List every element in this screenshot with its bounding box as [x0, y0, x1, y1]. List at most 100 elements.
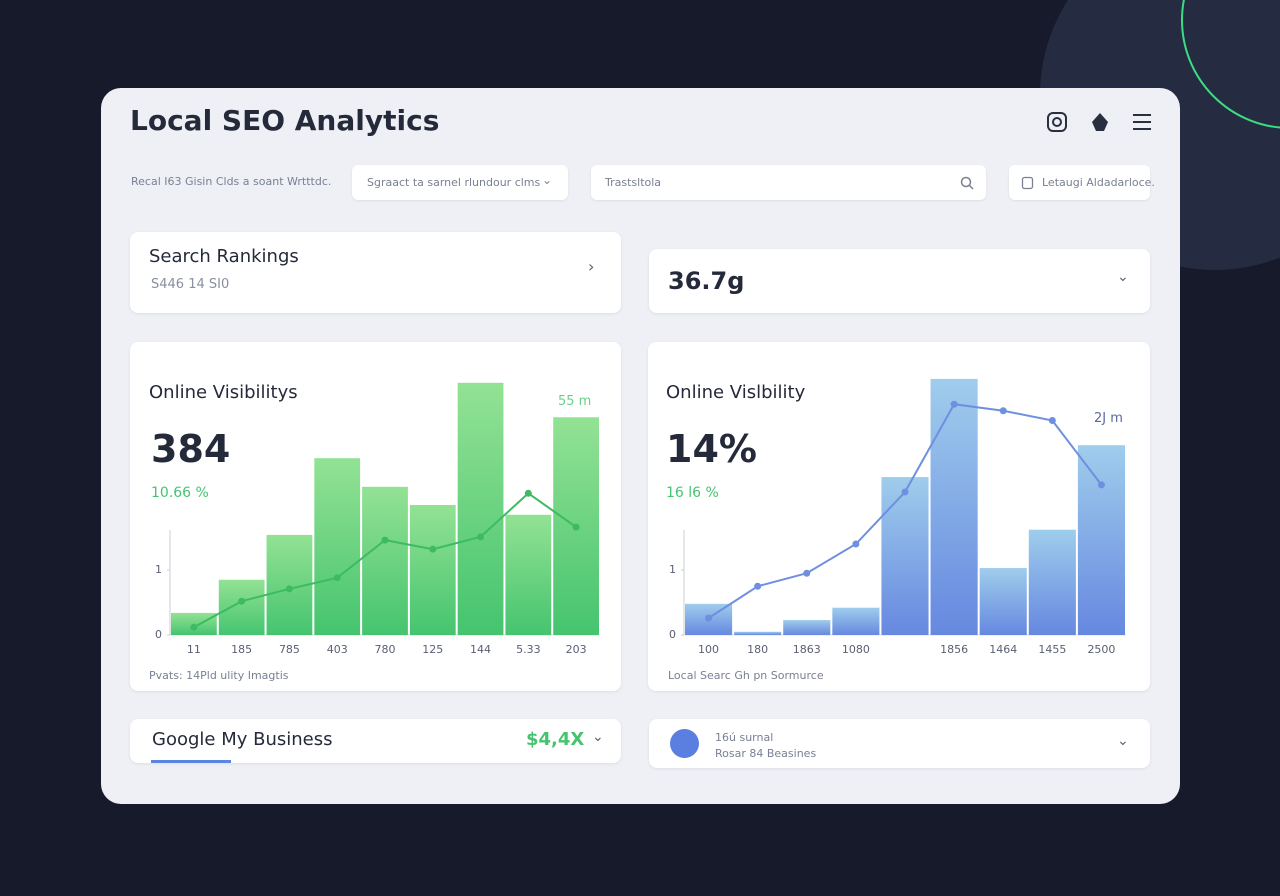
y-tick-label: 0 [155, 628, 162, 641]
x-tick-label: 144 [470, 643, 491, 656]
note-icon [670, 729, 699, 758]
gmb-value: $4,4X [526, 729, 585, 750]
trend-point [285, 585, 293, 593]
chart-annotation: 2J m [1094, 411, 1123, 426]
chart-footer: Local Searc Gh pn Sormurce [668, 669, 824, 682]
select-text: Sgraact ta sarnel rlundour clms [367, 176, 541, 189]
x-tick-label: 1856 [940, 643, 968, 656]
chart-value: 384 [151, 427, 231, 471]
chart-value: 14% [666, 427, 757, 471]
select-box[interactable]: Sgraact ta sarnel rlundour clms ⌄ [352, 165, 568, 200]
x-tick-label: 1863 [793, 643, 821, 656]
bar [734, 631, 782, 635]
bar [979, 568, 1027, 635]
select-chevron: ⌄ [542, 173, 553, 187]
y-tick-label: 1 [155, 563, 162, 576]
chart-card: 0 1 11 185 785 403 780 125 144 5.33 203 Online Vis… [130, 342, 621, 691]
menu-icon[interactable] [1133, 114, 1151, 130]
profile-icon[interactable] [1092, 113, 1108, 131]
trend-point [999, 407, 1007, 415]
chart: 0 1 100 180 1863 1080 1856 1464 1455 2500 [669, 378, 1126, 656]
page-title: Local SEO Analytics [130, 104, 440, 137]
trend-point [1048, 417, 1056, 424]
search-icon [960, 176, 974, 190]
search-box[interactable]: Trastsltola [591, 165, 986, 200]
y-tick-label: 1 [669, 563, 676, 576]
trend-point [572, 523, 580, 531]
trend-point [705, 614, 713, 622]
x-tick-label: 125 [422, 643, 443, 656]
chart-annotation: 55 m [558, 394, 592, 409]
x-tick-label: 785 [279, 643, 300, 656]
trend-point [754, 582, 762, 590]
trend-point [190, 623, 198, 631]
bar [783, 620, 831, 635]
rankings-title: Search Rankings [149, 246, 299, 267]
note-card[interactable]: 16ú surnal Rosar 84 Beasines ⌄ [649, 719, 1150, 768]
trend-point [477, 533, 485, 541]
bar [832, 607, 880, 635]
x-tick-label: 100 [698, 643, 719, 656]
trend-point [1097, 481, 1105, 489]
chevron: ⌄ [1117, 733, 1129, 749]
bar [1028, 529, 1076, 635]
x-tick-label: 1464 [989, 643, 1017, 656]
x-tick-label: 403 [327, 643, 348, 656]
x-tick-label: 5.33 [516, 643, 541, 656]
trend-point [333, 574, 341, 582]
y-tick-label: 0 [669, 628, 676, 641]
x-tick-label: 11 [187, 643, 201, 656]
note-subtitle: Rosar 84 Beasines [715, 747, 817, 760]
chevron: › [588, 257, 595, 276]
gmb-card[interactable]: Google My Business $4,4X ⌄ [130, 719, 621, 763]
x-tick-label: 203 [566, 643, 587, 656]
chart-title: Online Vislbility [666, 382, 806, 403]
camera-icon[interactable] [1047, 112, 1067, 132]
bar [505, 514, 552, 635]
chart-change: 16 l6 % [666, 485, 719, 501]
chart-footer: Pvats: 14Pld ulity Imagtis [149, 669, 289, 682]
gmb-title: Google My Business [152, 729, 333, 750]
value-card[interactable]: 36.7g ⌄ [649, 249, 1150, 313]
chart-change: 10.66 % [151, 485, 209, 501]
bar [409, 505, 456, 635]
toolbar-label: Recal I63 Gisin Clds a soant Wrtttdc. [131, 175, 332, 188]
x-tick-label: 1455 [1038, 643, 1066, 656]
bar [1077, 445, 1125, 635]
x-tick-label: 185 [231, 643, 252, 656]
search-text: Trastsltola [605, 176, 662, 189]
bar [362, 486, 408, 635]
bar [930, 378, 978, 635]
trend-point [524, 489, 532, 497]
chart-card: 0 1 100 180 1863 1080 1856 1464 1455 2500 Online … [648, 342, 1150, 691]
summary-value: 36.7g [668, 267, 745, 295]
x-tick-label: 2500 [1087, 643, 1115, 656]
trend-point [381, 536, 389, 544]
bar [218, 579, 265, 635]
chevron: ⌄ [592, 729, 604, 745]
button-text: Letaugi Aldadarloce. [1042, 176, 1155, 189]
trend-point [852, 540, 860, 548]
trend-point [429, 545, 437, 553]
trend-point [950, 400, 958, 408]
filter-button[interactable]: Letaugi Aldadarloce. [1009, 165, 1155, 200]
x-tick-label: 180 [747, 643, 768, 656]
rankings-card[interactable]: Search Rankings S446 14 SI0 › [130, 232, 621, 313]
tab-indicator [151, 760, 231, 763]
bar [314, 458, 361, 635]
note-title: 16ú surnal [715, 731, 774, 744]
bar [457, 382, 504, 635]
trend-point [901, 488, 909, 496]
rankings-subtitle: S446 14 SI0 [151, 277, 230, 292]
chevron: ⌄ [1117, 269, 1129, 285]
bar [881, 477, 929, 635]
chart-title: Online Visibilitys [149, 382, 298, 403]
trend-point [803, 569, 811, 577]
x-tick-label: 1080 [842, 643, 870, 656]
calendar-icon [1021, 176, 1034, 190]
header-icons [1047, 112, 1151, 132]
trend-point [238, 597, 246, 605]
x-tick-label: 780 [375, 643, 396, 656]
